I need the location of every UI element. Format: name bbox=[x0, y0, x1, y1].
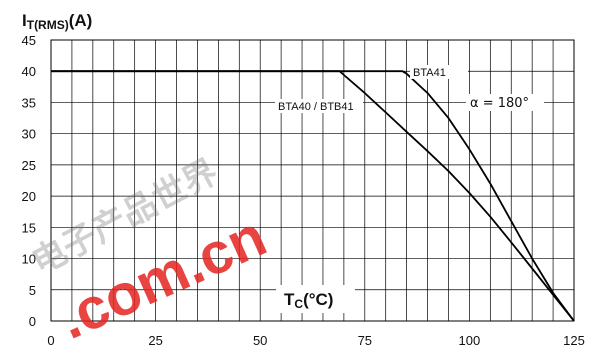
y-axis-label-subscript: T(RMS) bbox=[27, 18, 69, 32]
series-label-backing bbox=[410, 65, 468, 79]
y-axis-label: IT(RMS)(A) bbox=[22, 11, 92, 32]
y-tick-label: 15 bbox=[22, 220, 36, 235]
y-tick-label: 40 bbox=[22, 64, 36, 79]
x-axis-label: TC(°C) bbox=[284, 290, 333, 311]
conduction-angle-annotation: α = 180° bbox=[470, 96, 529, 111]
y-axis-label-main: I bbox=[22, 11, 27, 30]
x-tick-label: 0 bbox=[47, 333, 54, 348]
x-axis-label-box bbox=[276, 285, 355, 313]
series-group bbox=[51, 70, 575, 322]
y-tick-label: 5 bbox=[29, 283, 36, 298]
y-tick-label: 0 bbox=[29, 314, 36, 329]
series-label-bta40-btb41: BTA40 / BTB41 bbox=[278, 101, 354, 113]
x-axis-label-main: T bbox=[284, 290, 295, 309]
series-label-backing bbox=[275, 99, 363, 113]
x-axis-label-subscript: C bbox=[294, 297, 303, 311]
y-tick-label: 25 bbox=[22, 158, 36, 173]
x-tick-label: 25 bbox=[148, 333, 162, 348]
series-labels: BTA41 BTA40 / BTB41 bbox=[275, 65, 468, 113]
grid bbox=[51, 40, 574, 321]
tick-labels: 0 5 10 15 20 25 30 35 40 45 0 25 50 75 100 125 bbox=[22, 33, 585, 348]
y-axis-label-unit: (A) bbox=[69, 11, 93, 30]
plot-frame bbox=[50, 39, 575, 322]
series-line-bta40-btb41 bbox=[51, 70, 575, 322]
x-tick-label: 100 bbox=[459, 333, 481, 348]
x-tick-label: 50 bbox=[253, 333, 267, 348]
annotation-box bbox=[466, 94, 544, 111]
y-tick-label: 10 bbox=[22, 252, 36, 267]
x-tick-label: 125 bbox=[563, 333, 585, 348]
y-tick-label: 35 bbox=[22, 95, 36, 110]
y-tick-label: 20 bbox=[22, 189, 36, 204]
series-label-bta41: BTA41 bbox=[413, 67, 446, 79]
x-tick-label: 75 bbox=[358, 333, 372, 348]
y-tick-label: 30 bbox=[22, 127, 36, 142]
series-line-bta41 bbox=[51, 70, 575, 322]
y-tick-label: 45 bbox=[22, 33, 36, 48]
x-axis-label-unit: (°C) bbox=[303, 290, 333, 309]
